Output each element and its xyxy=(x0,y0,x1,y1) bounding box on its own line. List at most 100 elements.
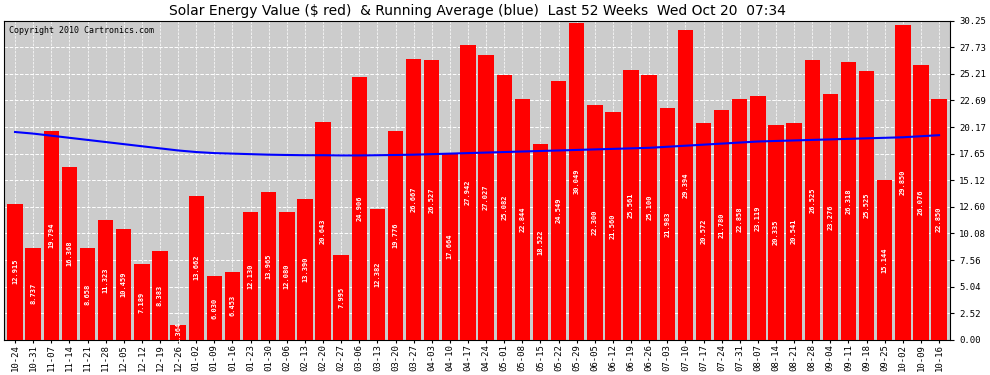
Text: 24.549: 24.549 xyxy=(555,198,561,223)
Bar xyxy=(98,220,113,340)
Bar xyxy=(678,30,693,340)
Text: 20.643: 20.643 xyxy=(320,218,326,244)
Bar xyxy=(460,45,475,340)
Text: 21.780: 21.780 xyxy=(719,212,725,238)
Bar xyxy=(805,60,820,340)
Text: 7.995: 7.995 xyxy=(339,287,345,308)
Text: 26.076: 26.076 xyxy=(918,189,924,215)
Bar xyxy=(768,125,784,340)
Text: 26.525: 26.525 xyxy=(809,187,815,213)
Bar xyxy=(116,230,132,340)
Text: 12.130: 12.130 xyxy=(248,263,253,289)
Text: 6.453: 6.453 xyxy=(230,295,236,316)
Bar xyxy=(316,122,331,340)
Text: 19.776: 19.776 xyxy=(392,223,399,248)
Bar xyxy=(297,198,313,340)
Bar xyxy=(932,99,946,340)
Text: 27.942: 27.942 xyxy=(465,180,471,205)
Bar xyxy=(859,70,874,340)
Text: 23.276: 23.276 xyxy=(828,204,834,230)
Bar xyxy=(225,272,241,340)
Bar xyxy=(388,131,403,340)
Bar xyxy=(207,276,222,340)
Text: 30.049: 30.049 xyxy=(573,169,580,194)
Text: 26.667: 26.667 xyxy=(411,186,417,212)
Text: 7.189: 7.189 xyxy=(139,291,145,312)
Bar xyxy=(913,65,929,340)
Text: 15.144: 15.144 xyxy=(882,247,888,273)
Text: Copyright 2010 Cartronics.com: Copyright 2010 Cartronics.com xyxy=(9,26,153,34)
Text: 21.983: 21.983 xyxy=(664,211,670,237)
Bar xyxy=(80,249,95,340)
Bar xyxy=(152,251,167,340)
Text: 10.459: 10.459 xyxy=(121,272,127,297)
Bar xyxy=(605,112,621,340)
Bar xyxy=(351,77,367,340)
Text: 22.850: 22.850 xyxy=(937,207,942,232)
Text: 24.906: 24.906 xyxy=(356,196,362,221)
Bar xyxy=(7,204,23,340)
Bar xyxy=(369,209,385,340)
Bar xyxy=(624,70,639,340)
Text: 20.572: 20.572 xyxy=(701,219,707,244)
Bar xyxy=(750,96,765,340)
Text: 23.119: 23.119 xyxy=(755,205,761,231)
Bar xyxy=(642,75,657,340)
Bar xyxy=(243,212,258,340)
Bar xyxy=(533,144,548,340)
Text: 12.382: 12.382 xyxy=(374,262,380,287)
Text: 26.527: 26.527 xyxy=(429,187,435,213)
Bar xyxy=(334,255,348,340)
Bar xyxy=(443,153,457,340)
Text: 6.030: 6.030 xyxy=(211,297,218,319)
Text: 13.662: 13.662 xyxy=(193,255,199,280)
Text: 11.323: 11.323 xyxy=(103,267,109,293)
Bar xyxy=(569,23,584,340)
Bar xyxy=(732,99,747,340)
Text: 22.300: 22.300 xyxy=(592,209,598,235)
Text: 26.318: 26.318 xyxy=(845,188,851,214)
Bar xyxy=(841,62,856,340)
Bar xyxy=(188,196,204,340)
Text: 25.525: 25.525 xyxy=(863,192,869,218)
Text: 8.658: 8.658 xyxy=(84,284,90,305)
Text: 21.560: 21.560 xyxy=(610,213,616,239)
Text: 12.915: 12.915 xyxy=(12,259,18,284)
Text: 18.522: 18.522 xyxy=(538,230,544,255)
Bar xyxy=(714,110,730,340)
Bar xyxy=(515,99,530,340)
Bar xyxy=(877,180,892,340)
Text: 17.664: 17.664 xyxy=(446,234,452,260)
Bar xyxy=(497,75,512,340)
Text: 22.844: 22.844 xyxy=(520,207,526,232)
Text: 13.390: 13.390 xyxy=(302,256,308,282)
Bar xyxy=(26,248,41,340)
Text: 12.080: 12.080 xyxy=(284,263,290,289)
Bar xyxy=(659,108,675,340)
Bar xyxy=(135,264,149,340)
Bar xyxy=(895,25,911,340)
Bar xyxy=(587,105,603,340)
Title: Solar Energy Value ($ red)  & Running Average (blue)  Last 52 Weeks  Wed Oct 20 : Solar Energy Value ($ red) & Running Ave… xyxy=(168,4,785,18)
Text: 25.100: 25.100 xyxy=(646,195,652,220)
Text: 8.737: 8.737 xyxy=(30,283,37,304)
Bar xyxy=(478,55,494,340)
Text: 29.394: 29.394 xyxy=(682,172,688,198)
Bar xyxy=(279,212,294,340)
Text: 8.383: 8.383 xyxy=(157,285,163,306)
Bar xyxy=(170,326,186,340)
Bar xyxy=(61,167,77,340)
Text: 19.794: 19.794 xyxy=(49,223,54,248)
Text: 1.364: 1.364 xyxy=(175,322,181,343)
Bar xyxy=(696,123,711,340)
Bar xyxy=(550,81,566,340)
Text: 25.561: 25.561 xyxy=(628,192,634,218)
Bar xyxy=(823,94,839,340)
Text: 22.858: 22.858 xyxy=(737,207,742,232)
Bar xyxy=(406,58,422,340)
Bar xyxy=(786,123,802,340)
Text: 16.368: 16.368 xyxy=(66,241,72,266)
Text: 25.082: 25.082 xyxy=(501,195,507,220)
Text: 29.850: 29.850 xyxy=(900,170,906,195)
Bar xyxy=(44,131,59,340)
